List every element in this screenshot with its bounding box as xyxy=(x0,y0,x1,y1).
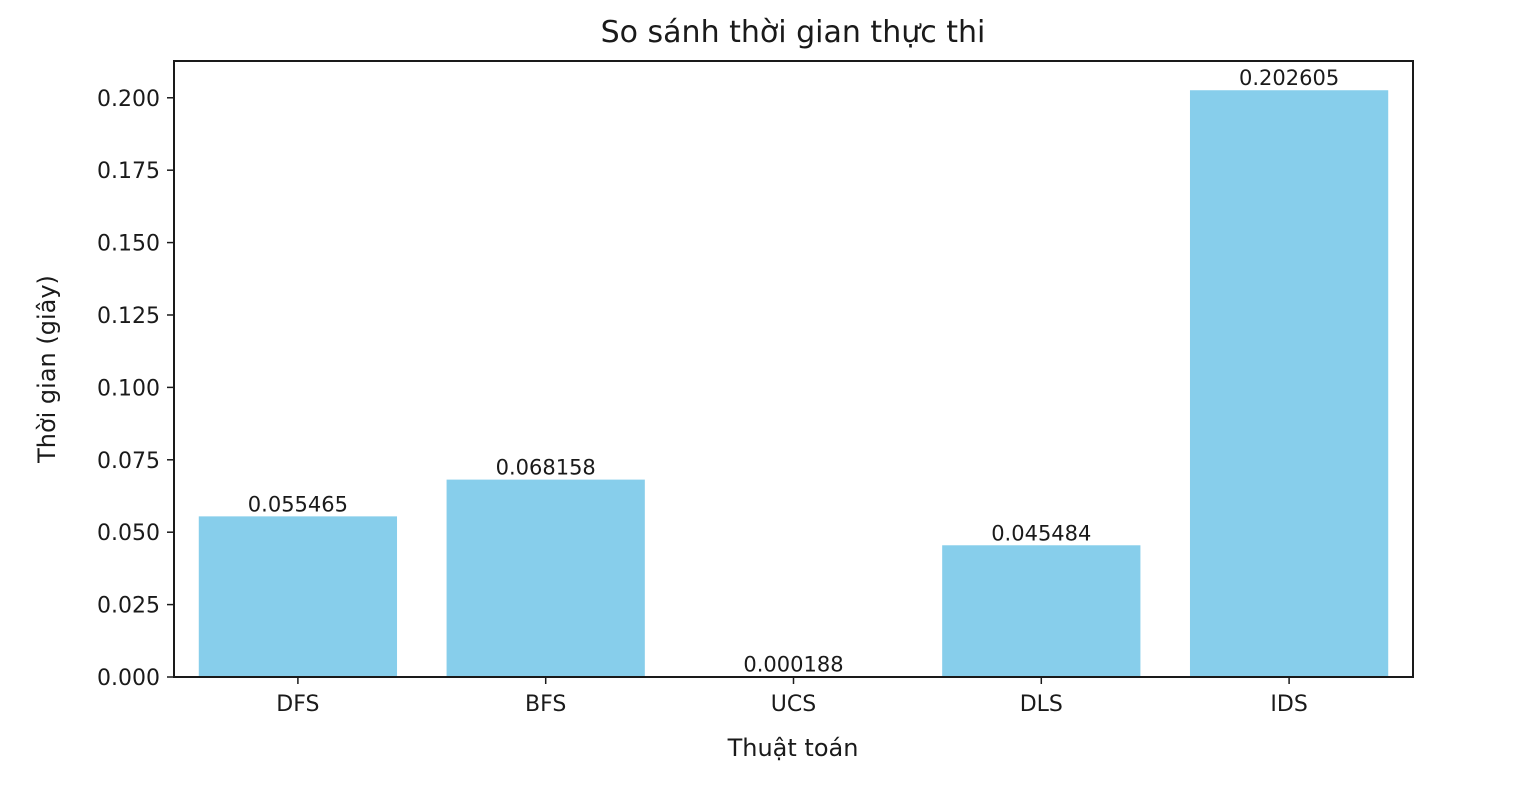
data-label-dls: 0.045484 xyxy=(991,521,1091,545)
x-tick-label-ucs: UCS xyxy=(771,692,816,717)
bar-bfs xyxy=(446,479,645,677)
y-tick-label: 0.000 xyxy=(97,666,160,691)
y-tick-label: 0.200 xyxy=(97,87,160,112)
x-tick-label-bfs: BFS xyxy=(525,692,566,717)
y-tick-label: 0.025 xyxy=(97,594,160,619)
x-axis-label: Thuật toán xyxy=(727,734,859,762)
bar-dls xyxy=(942,545,1141,677)
chart-title: So sánh thời gian thực thi xyxy=(601,15,986,50)
y-tick-label: 0.175 xyxy=(97,159,160,184)
y-tick-label: 0.075 xyxy=(97,449,160,474)
y-tick-label: 0.100 xyxy=(97,376,160,401)
x-tick-label-dls: DLS xyxy=(1020,692,1063,717)
x-tick-label-dfs: DFS xyxy=(276,692,319,717)
bar-ids xyxy=(1189,90,1389,678)
x-tick-label-ids: IDS xyxy=(1270,692,1307,717)
x-ticks: DFS BFS UCS DLS IDS xyxy=(276,677,1308,717)
bars-layer: 0.055465 0.068158 0.000188 0.045484 0.202605 xyxy=(198,66,1389,678)
data-label-bfs: 0.068158 xyxy=(496,456,596,480)
y-tick-label: 0.125 xyxy=(97,304,160,329)
data-label-ucs: 0.000188 xyxy=(743,652,843,676)
y-ticks: 0.000 0.025 0.050 0.075 0.100 0.125 0.150 0.175… xyxy=(97,87,174,691)
plot-frame xyxy=(173,60,1414,678)
data-label-ids: 0.202605 xyxy=(1239,66,1339,90)
y-tick-label: 0.150 xyxy=(97,232,160,257)
y-tick-label: 0.050 xyxy=(97,521,160,546)
y-axis-label: Thời gian (giây) xyxy=(33,275,61,464)
data-label-dfs: 0.055465 xyxy=(248,492,348,516)
bar-dfs xyxy=(198,516,398,677)
